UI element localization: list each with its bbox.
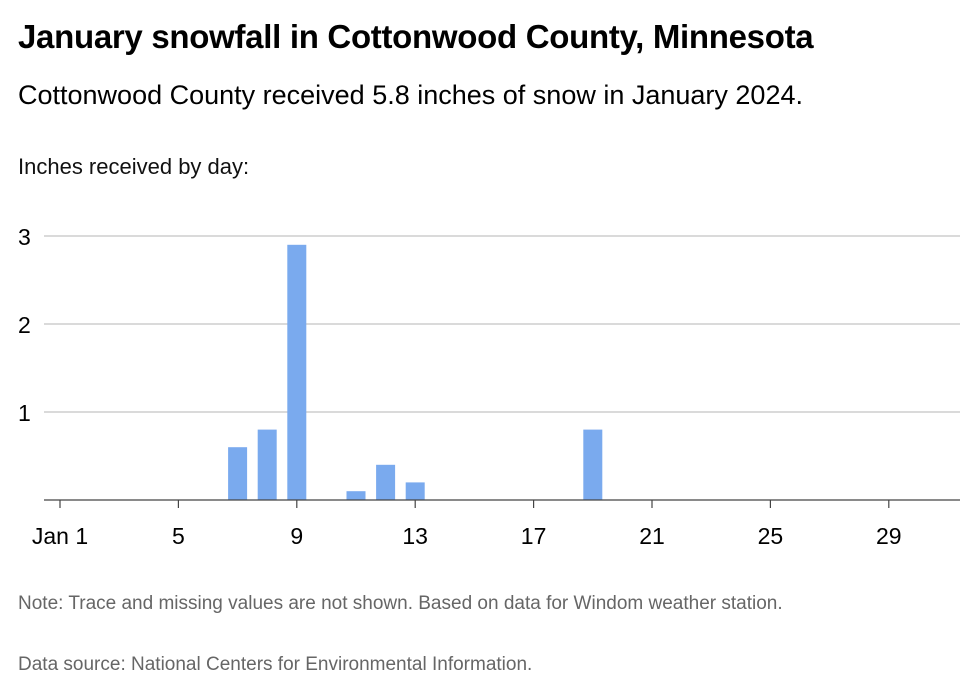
bars [228,244,603,500]
chart-title: January snowfall in Cottonwood County, M… [18,18,814,55]
y-axis-label: Inches received by day: [18,154,250,179]
x-tick-label: 25 [758,523,784,549]
x-axis: Jan 1 5 9 13 17 21 25 29 [32,499,960,549]
bar-jan-7 [228,447,248,500]
y-tick-label: 2 [18,312,31,338]
x-tick-label: 17 [521,523,547,549]
bar-jan-13 [405,482,425,500]
bar-jan-12 [376,464,396,500]
chart-note: Note: Trace and missing values are not s… [18,593,783,614]
x-tick-label: Jan 1 [32,523,88,549]
chart-subtitle: Cottonwood County received 5.8 inches of… [18,80,803,110]
bar-jan-11 [346,491,366,500]
snowfall-bar-chart: 1 2 3 Jan 1 5 9 13 17 21 25 29 [18,224,960,549]
bar-jan-8 [257,429,277,500]
x-tick-label: 13 [402,523,428,549]
x-tick-label: 9 [290,523,303,549]
x-tick-label: 5 [172,523,185,549]
y-tick-label: 3 [18,224,31,250]
x-tick-label: 29 [876,523,902,549]
gridlines: 1 2 3 [18,224,960,426]
data-source: Data source: National Centers for Enviro… [18,654,533,675]
bar-jan-9 [287,244,307,500]
y-tick-label: 1 [18,400,31,426]
bar-jan-19 [583,429,603,500]
x-tick-label: 21 [639,523,665,549]
